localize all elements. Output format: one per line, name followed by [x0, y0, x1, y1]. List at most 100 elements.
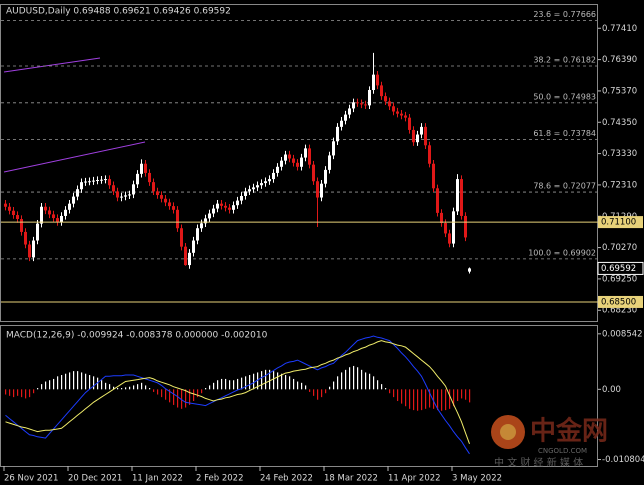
histogram-bar	[421, 389, 423, 411]
histogram-bar	[221, 378, 223, 390]
candle-body	[80, 182, 83, 190]
candle-body	[148, 172, 151, 183]
candle-body	[104, 179, 107, 181]
fib-label: 78.6 = 0.72077	[533, 182, 596, 191]
candle-body	[248, 189, 251, 192]
histogram-bar	[5, 389, 7, 395]
histogram-bar	[301, 382, 303, 390]
histogram-bar	[185, 389, 187, 408]
candle-body	[56, 218, 59, 223]
histogram-bar	[173, 389, 175, 405]
y-tick-label: 0.74350	[602, 118, 637, 128]
watermark: 中金网 CNGOLD.COM 中 文 财 经 新 媒 体	[491, 415, 608, 469]
histogram-bar	[85, 373, 87, 390]
histogram-bar	[433, 389, 435, 409]
histogram-bar	[241, 377, 243, 390]
candle-body	[124, 195, 127, 197]
candle-body	[304, 148, 307, 158]
candle-body	[264, 181, 267, 184]
histogram-bar	[161, 389, 163, 398]
histogram-bar	[457, 389, 459, 402]
trend-line	[3, 141, 146, 173]
y-tick-label: 0.68230	[602, 306, 637, 316]
histogram-bar	[377, 380, 379, 390]
histogram-bar	[401, 389, 403, 404]
histogram-bar	[453, 389, 455, 407]
candle-body	[196, 228, 199, 241]
x-tick-label: 20 Dec 2021	[68, 474, 122, 484]
histogram-bar	[257, 372, 259, 390]
histogram-bar	[305, 385, 307, 390]
candle-body	[180, 228, 183, 247]
histogram-bar	[141, 382, 143, 390]
histogram-bar	[405, 389, 407, 407]
candle-body	[452, 211, 455, 244]
fib-label: 23.6 = 0.77666	[533, 10, 596, 19]
histogram-bar	[181, 389, 183, 409]
fib-label: 61.8 = 0.73784	[533, 129, 596, 138]
fib-label: 50.0 = 0.74983	[533, 92, 596, 101]
histogram-bar	[13, 389, 15, 398]
candle-body	[40, 206, 43, 224]
y-tick-label: 0.76390	[602, 55, 637, 65]
current-price-label: 0.69592	[601, 264, 636, 274]
candle-body	[440, 212, 443, 224]
histogram-bar	[33, 389, 35, 394]
histogram-bar	[393, 389, 395, 398]
fib-label: 100.0 = 0.69902	[528, 248, 596, 257]
histogram-bar	[205, 388, 207, 390]
candle-body	[140, 163, 143, 174]
x-tick-label: 26 Nov 2021	[4, 474, 58, 484]
histogram-bar	[381, 384, 383, 390]
histogram-bar	[165, 389, 167, 400]
histogram-bar	[197, 389, 199, 398]
candle-body	[256, 185, 259, 188]
histogram-bar	[233, 380, 235, 390]
histogram-bar	[101, 380, 103, 390]
candle-body	[400, 113, 403, 116]
candle-body	[224, 205, 227, 208]
candle-body	[456, 179, 459, 212]
candle-body	[436, 188, 439, 213]
candle-body	[244, 191, 247, 196]
candle-body	[92, 180, 95, 182]
histogram-bar	[133, 385, 135, 390]
candle-body	[96, 180, 99, 182]
histogram-bar	[277, 372, 279, 390]
histogram-bar	[317, 389, 319, 400]
candle-body	[428, 145, 431, 164]
y-tick-label: 0.70270	[602, 243, 637, 253]
histogram-bar	[313, 389, 315, 396]
histogram-bar	[81, 372, 83, 390]
candle-body	[32, 240, 35, 258]
histogram-bar	[373, 376, 375, 390]
candle-body	[252, 187, 255, 190]
candle-body	[464, 215, 467, 238]
trend-line	[3, 57, 101, 73]
histogram-bar	[37, 388, 39, 390]
candle-body	[112, 185, 115, 192]
histogram-bar	[9, 389, 11, 396]
histogram-bar	[77, 371, 79, 390]
histogram-bar	[113, 386, 115, 390]
candle-body	[76, 189, 79, 197]
candle-body	[280, 160, 283, 167]
histogram-bar	[429, 389, 431, 408]
histogram-bar	[29, 389, 31, 398]
candle-body	[272, 172, 275, 180]
y-tick-label: 0.69250	[602, 274, 637, 284]
price-panel	[0, 4, 598, 322]
candle-body	[100, 179, 103, 181]
x-tick-label: 18 Mar 2022	[324, 474, 378, 484]
candle-body	[376, 74, 379, 86]
watermark-tagline: 中 文 财 经 新 媒 体	[494, 456, 583, 469]
x-tick-label: 3 May 2022	[452, 474, 502, 484]
candle-body	[424, 126, 427, 146]
candle-body	[188, 252, 191, 266]
histogram-bar	[21, 389, 23, 398]
histogram-bar	[465, 389, 467, 400]
histogram-bar	[245, 376, 247, 390]
histogram-bar	[73, 371, 75, 390]
y-tick-label: 0.00	[602, 385, 621, 395]
histogram-bar	[17, 389, 19, 396]
